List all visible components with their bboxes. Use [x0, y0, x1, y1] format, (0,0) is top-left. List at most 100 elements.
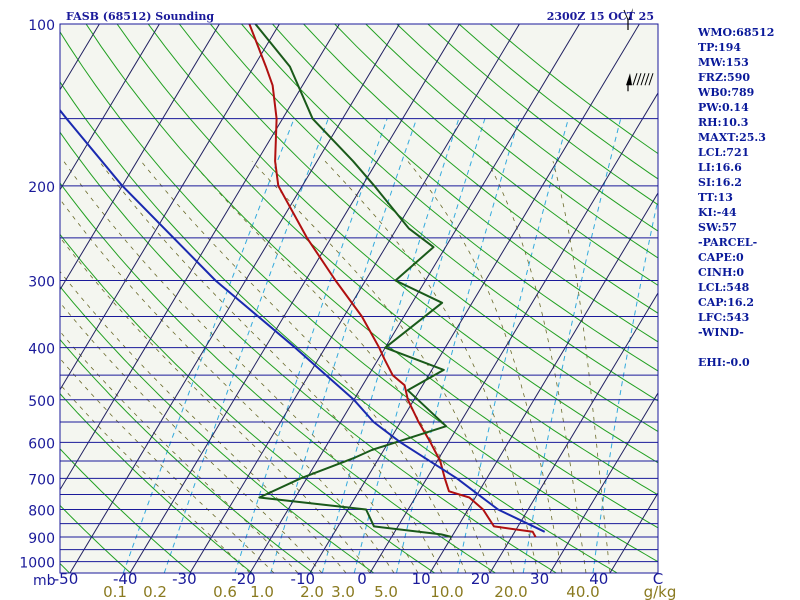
stat-item: -WIND- — [698, 326, 744, 339]
stat-item: MAXT:25.3 — [698, 131, 766, 144]
stats-panel: WMO:68512 TP:194 MW:153 FRZ:590 WB0:789 PW:0.… — [698, 25, 798, 370]
dry-adiabat-line — [272, 24, 658, 343]
isotherm-line — [249, 24, 580, 573]
dry-adiabat-line — [147, 24, 658, 464]
pressure-tick-label: 500 — [28, 394, 55, 410]
stat-item: LFC:543 — [698, 311, 750, 324]
stat-item: CINH:0 — [698, 266, 745, 279]
plot-area — [60, 24, 658, 573]
pressure-tick-label: 400 — [28, 342, 55, 358]
dry-adiabat-line — [60, 81, 618, 573]
moist-adiabat-line — [98, 160, 443, 573]
parcel-trace — [60, 108, 546, 533]
stat-item: LCL:548 — [698, 281, 750, 294]
wind-barb-flag — [626, 73, 632, 86]
temperature-trace — [248, 24, 537, 538]
temperature-tick-label: 0 — [357, 570, 367, 588]
pressure-tick-label: 100 — [28, 18, 55, 34]
dry-adiabat-line — [60, 233, 435, 573]
moist-adiabat-line — [487, 161, 587, 573]
pressure-tick-label: 800 — [28, 504, 55, 520]
isotherm-line — [60, 24, 280, 391]
isotherm-line — [309, 24, 640, 573]
pressure-tick-label: 200 — [28, 180, 55, 196]
moist-adiabat-line — [60, 270, 347, 573]
mixing-ratio-unit: g/kg — [644, 583, 677, 600]
dry-adiabat-line — [303, 24, 658, 314]
dry-adiabat-line — [60, 504, 131, 573]
stat-item: LI:16.6 — [698, 161, 742, 174]
isotherm-line — [429, 192, 658, 573]
wind-barbs — [623, 8, 654, 92]
stat-item — [698, 340, 798, 355]
stat-item: TP:194 — [698, 41, 742, 54]
wind-barb-feather — [636, 73, 642, 86]
isotherm-line — [69, 24, 400, 573]
y-axis-label: mb — [33, 573, 56, 589]
stat-item: EHI:-0.0 — [698, 356, 750, 369]
wind-barb-feather — [644, 73, 650, 86]
stat-item: LCL:721 — [698, 146, 750, 159]
stat-item: CAPE:0 — [698, 251, 744, 264]
dewpoint-trace — [254, 24, 452, 538]
moist-adiabat-line — [60, 302, 323, 573]
dry-adiabat-line — [178, 24, 658, 433]
mixing-ratio-tick-label: 5.0 — [374, 583, 398, 600]
dry-adiabat-line — [210, 24, 658, 402]
stat-item: FRZ:590 — [698, 71, 751, 84]
pressure-tick-label: 900 — [28, 531, 55, 547]
moist-adiabat-line — [60, 383, 251, 573]
mixing-ratio-tick-label: 0.1 — [103, 583, 127, 600]
temperature-tick-label: -30 — [172, 570, 197, 588]
temperature-tick-label: 20 — [471, 570, 490, 588]
isotherm-line — [489, 292, 658, 573]
dry-adiabat-line — [85, 24, 658, 529]
stat-item: -PARCEL- — [698, 236, 758, 249]
dry-adiabat-line — [60, 392, 253, 573]
plot-frame — [59, 23, 659, 574]
dry-adiabat-line — [60, 448, 192, 573]
sounding-traces — [60, 24, 546, 538]
moist-adiabat-line — [60, 358, 275, 573]
temperature-tick-label: C — [653, 570, 663, 588]
wind-barb-feather — [648, 73, 654, 86]
mixing-ratio-tick-label: 0.2 — [143, 583, 167, 600]
station-title: FASB (68512) Sounding — [66, 10, 214, 23]
dry-adiabats — [60, 24, 658, 573]
isotherm-line — [189, 24, 520, 573]
isotherm-line — [60, 24, 220, 291]
temperature-tick-label: -40 — [113, 570, 138, 588]
stat-item: RH:10.3 — [698, 116, 749, 129]
dry-adiabat-line — [334, 24, 658, 286]
isotherm-line — [60, 24, 160, 191]
mixing-ratio-tick-label: 2.0 — [300, 583, 324, 600]
pressure-tick-label: 300 — [28, 275, 55, 291]
isotherm-line — [129, 24, 460, 573]
temperature-tick-label: 40 — [589, 570, 608, 588]
mixing-ratio-tick-label: 10.0 — [430, 583, 463, 600]
isobars — [60, 24, 658, 573]
valid-time: 2300Z 15 OCT 25 — [547, 10, 654, 23]
pressure-tick-label: 1000 — [19, 556, 55, 572]
temperature-tick-label: 10 — [412, 570, 431, 588]
isotherm-line — [369, 92, 658, 573]
temperature-tick-label: -20 — [231, 570, 256, 588]
moist-adiabat-line — [407, 160, 563, 573]
wind-barb-feather — [623, 9, 629, 21]
temperature-tick-label: -50 — [54, 570, 79, 588]
mixing-ratio-tick-label: 3.0 — [331, 583, 355, 600]
temperature-tick-label: -10 — [291, 570, 316, 588]
mixing-ratio-tick-label: 20.0 — [494, 583, 527, 600]
dry-adiabat-line — [365, 24, 658, 259]
stat-item: WMO:68512 — [698, 26, 775, 39]
dry-adiabat-line — [60, 285, 375, 573]
stat-item: PW:0.14 — [698, 101, 749, 114]
isotherms — [60, 24, 658, 573]
isotherm-line — [549, 392, 658, 573]
stat-item: TT:13 — [698, 191, 733, 204]
wind-barb-feather — [640, 73, 646, 86]
mixing-ratio-tick-label: 40.0 — [566, 583, 599, 600]
moist-adiabat-line — [60, 198, 395, 573]
pressure-tick-label: 600 — [28, 436, 55, 452]
